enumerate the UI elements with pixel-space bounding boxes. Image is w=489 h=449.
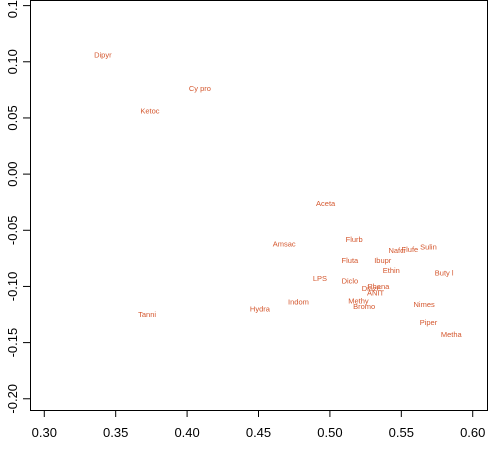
y-axis: 0.15 0.10 0.05 0.00 -0.05 -0.10 -0.15 -0.20 (5, 0, 30, 414)
point-label: ANIT (367, 289, 385, 298)
point-label: Sulin (420, 243, 437, 252)
y-tick-label: -0.10 (5, 272, 20, 302)
point-label: Diclo (342, 276, 359, 285)
y-tick-label: -0.15 (5, 328, 20, 358)
point-label: Ibupr (374, 256, 392, 265)
point-labels: Dipyr Cy pro Ketoc Aceta Amsac Flurb SulinFluf… (94, 51, 462, 340)
point-label: Hydra (250, 304, 271, 313)
x-tick-label: 0.35 (103, 425, 128, 440)
point-label: Amsac (273, 239, 296, 248)
y-tick-label: 0.00 (5, 161, 20, 186)
point-label: Piper (420, 318, 438, 327)
point-label: Flurb (346, 235, 363, 244)
point-label: Bromo (353, 302, 375, 311)
y-tick-label: -0.05 (5, 215, 20, 245)
x-tick-label: 0.45 (246, 425, 271, 440)
point-label: Cy pro (189, 84, 211, 93)
x-tick-label: 0.55 (389, 425, 414, 440)
y-tick-label: 0.10 (5, 49, 20, 74)
point-label: Fluta (342, 256, 360, 265)
y-tick-label: 0.15 (5, 0, 20, 18)
y-tick-label: 0.05 (5, 105, 20, 130)
point-label: Aceta (316, 199, 336, 208)
point-label: Metha (441, 330, 463, 339)
y-tick-label: -0.20 (5, 384, 20, 414)
x-tick-label: 0.30 (32, 425, 57, 440)
point-label: Nimes (414, 300, 436, 309)
plot-frame (30, 0, 488, 411)
point-label: Indom (288, 298, 309, 307)
point-label: Tanni (138, 310, 156, 319)
point-label: Methy (348, 297, 369, 306)
point-label: LPS (313, 274, 327, 283)
x-tick-label: 0.60 (460, 425, 485, 440)
x-tick-label: 0.50 (317, 425, 342, 440)
x-axis: 0.30 0.35 0.40 0.45 0.50 0.55 0.60 (32, 410, 485, 440)
point-label: Flufe (402, 245, 419, 254)
point-label: Dipyr (94, 51, 112, 60)
point-label: Nafci (388, 246, 405, 255)
point-label: Ethin (383, 266, 400, 275)
point-label: Ketoc (140, 107, 159, 116)
point-label: Diaze (362, 284, 381, 293)
point-label: Buty l (435, 268, 454, 277)
x-tick-label: 0.40 (174, 425, 199, 440)
point-label: Phena (368, 282, 391, 291)
